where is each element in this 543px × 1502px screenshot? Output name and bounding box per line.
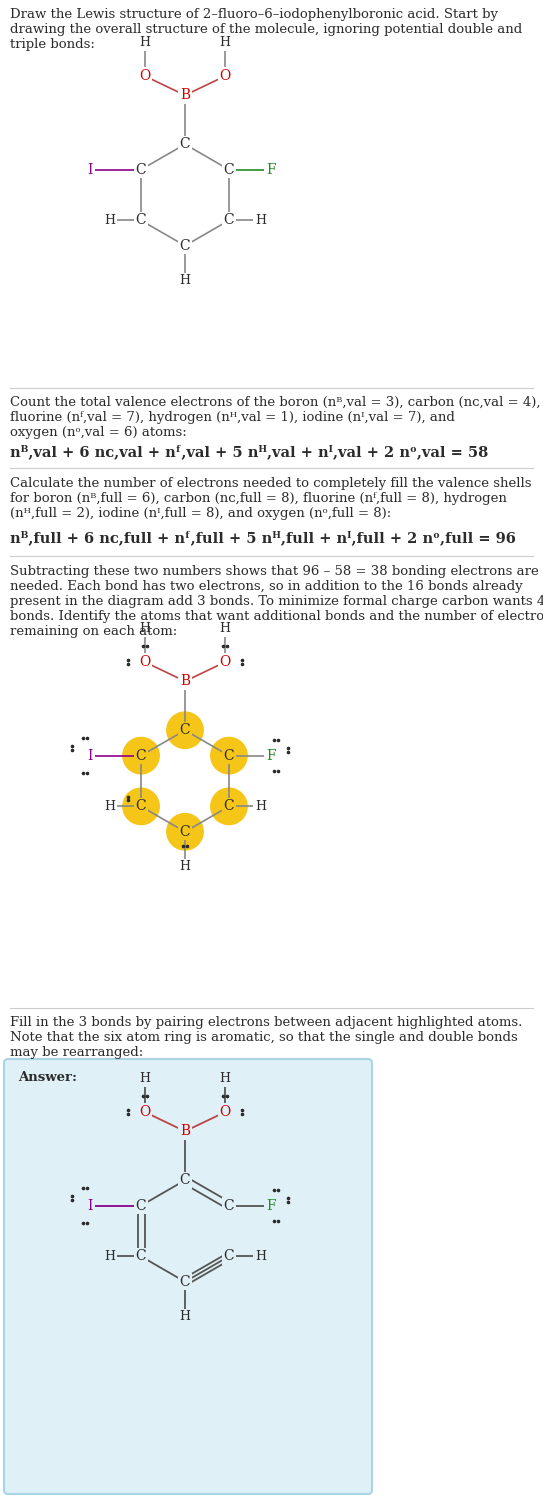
Circle shape — [167, 712, 203, 748]
Text: F: F — [266, 1199, 276, 1212]
Text: I: I — [87, 162, 93, 177]
Circle shape — [211, 737, 247, 774]
Text: C: C — [136, 748, 147, 763]
Text: Answer:: Answer: — [18, 1071, 77, 1084]
Text: Count the total valence electrons of the boron (nᴮ,val = 3), carbon (nᴄ,val = 4): Count the total valence electrons of the… — [10, 397, 540, 439]
Text: F: F — [266, 162, 276, 177]
Text: H: H — [220, 36, 231, 50]
Text: B: B — [180, 674, 190, 688]
Text: C: C — [136, 799, 147, 814]
Text: H: H — [255, 1250, 266, 1263]
Text: H: H — [220, 622, 231, 635]
Text: C: C — [136, 1199, 147, 1212]
Text: C: C — [224, 748, 234, 763]
Text: O: O — [139, 1105, 150, 1119]
Text: H: H — [104, 213, 115, 227]
Text: H: H — [139, 36, 150, 50]
Text: C: C — [180, 239, 190, 252]
Text: nᴮ,full + 6 nᴄ,full + nᶠ,full + 5 nᴴ,full + nᴵ,full + 2 nᵒ,full = 96: nᴮ,full + 6 nᴄ,full + nᶠ,full + 5 nᴴ,ful… — [10, 530, 516, 545]
Text: C: C — [136, 1250, 147, 1263]
Text: C: C — [224, 162, 234, 177]
Text: C: C — [180, 1275, 190, 1289]
Text: F: F — [266, 748, 276, 763]
Text: I: I — [87, 748, 93, 763]
Text: C: C — [224, 213, 234, 227]
Text: C: C — [224, 1250, 234, 1263]
Text: C: C — [180, 825, 190, 838]
Text: I: I — [87, 1199, 93, 1212]
Text: H: H — [180, 861, 191, 873]
Text: C: C — [180, 1173, 190, 1187]
Text: H: H — [104, 1250, 115, 1263]
Circle shape — [167, 814, 203, 850]
Text: C: C — [180, 137, 190, 152]
Text: O: O — [139, 69, 150, 83]
Text: H: H — [139, 622, 150, 635]
Text: C: C — [136, 162, 147, 177]
Text: B: B — [180, 1125, 190, 1139]
Text: C: C — [224, 799, 234, 814]
Circle shape — [123, 789, 159, 825]
Text: H: H — [104, 801, 115, 813]
Text: Calculate the number of electrons needed to completely fill the valence shells
f: Calculate the number of electrons needed… — [10, 478, 532, 520]
Text: H: H — [220, 1072, 231, 1086]
Text: H: H — [255, 213, 266, 227]
Text: C: C — [180, 724, 190, 737]
Text: Fill in the 3 bonds by pairing electrons between adjacent highlighted atoms.
Not: Fill in the 3 bonds by pairing electrons… — [10, 1015, 522, 1059]
Text: C: C — [136, 213, 147, 227]
Text: O: O — [219, 1105, 231, 1119]
Text: nᴮ,val + 6 nᴄ,val + nᶠ,val + 5 nᴴ,val + nᴵ,val + 2 nᵒ,val = 58: nᴮ,val + 6 nᴄ,val + nᶠ,val + 5 nᴴ,val + … — [10, 445, 488, 458]
Text: O: O — [219, 69, 231, 83]
Text: H: H — [180, 1310, 191, 1323]
Text: O: O — [219, 655, 231, 668]
Text: H: H — [139, 1072, 150, 1086]
Text: H: H — [180, 275, 191, 287]
FancyBboxPatch shape — [4, 1059, 372, 1494]
Circle shape — [211, 789, 247, 825]
Text: C: C — [224, 1199, 234, 1212]
Text: Subtracting these two numbers shows that 96 – 58 = 38 bonding electrons are
need: Subtracting these two numbers shows that… — [10, 565, 543, 638]
Text: H: H — [255, 801, 266, 813]
Text: Draw the Lewis structure of 2–fluoro–6–iodophenylboronic acid. Start by
drawing : Draw the Lewis structure of 2–fluoro–6–i… — [10, 8, 522, 51]
Circle shape — [123, 737, 159, 774]
Text: B: B — [180, 89, 190, 102]
Text: O: O — [139, 655, 150, 668]
